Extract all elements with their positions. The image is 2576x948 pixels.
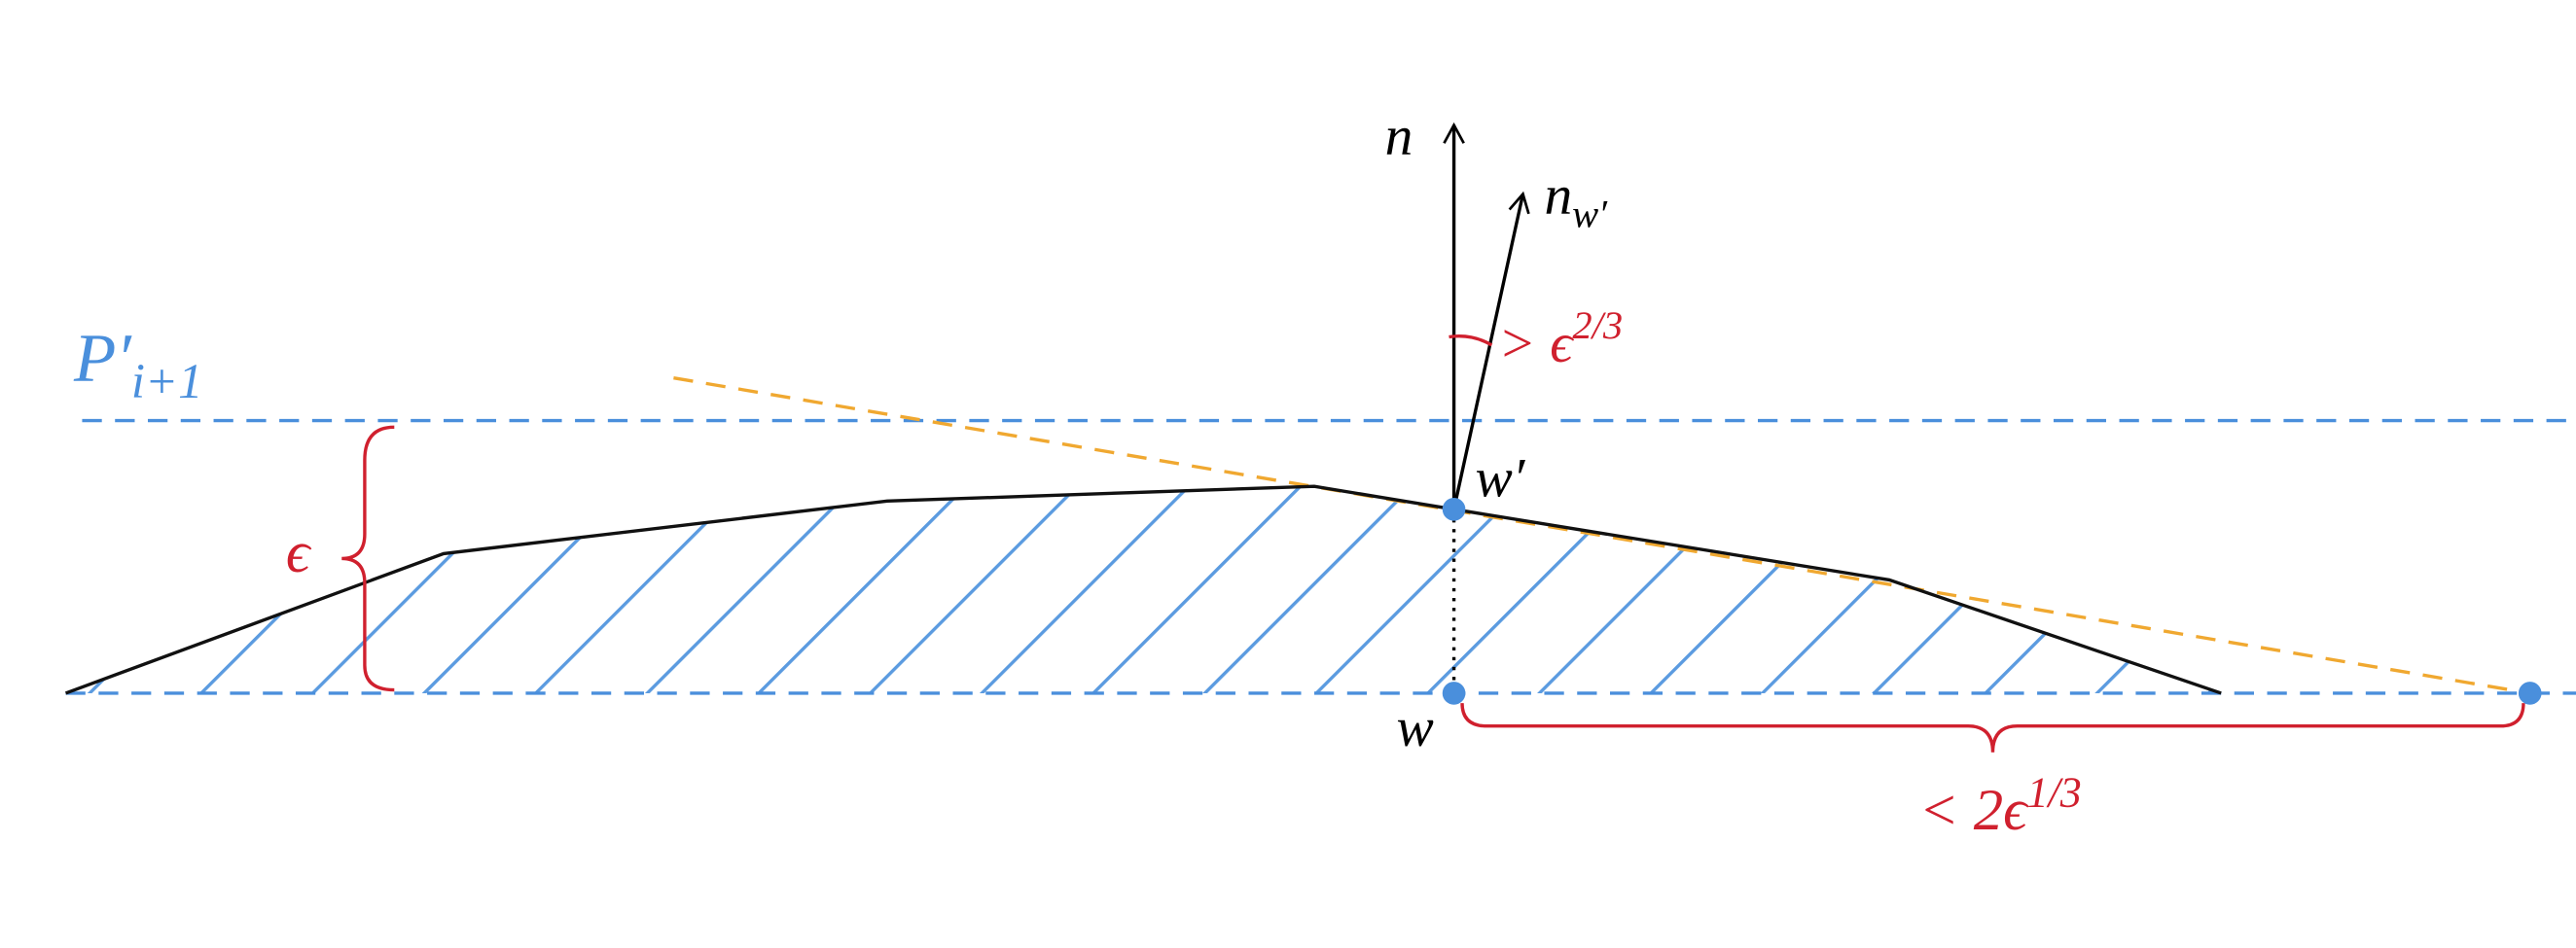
label-plane-sub: i+1 — [131, 354, 203, 408]
label-plane: P′i+1 — [73, 321, 202, 408]
tangent-line — [673, 376, 2530, 695]
label-n: n — [1385, 106, 1413, 167]
label-angle-text: > ϵ — [1498, 313, 1574, 374]
surface — [64, 484, 2222, 695]
label-w: w — [1396, 697, 1433, 758]
label-distance-text: < 2ϵ — [1918, 778, 2029, 843]
hatched-region — [65, 486, 2222, 693]
point-w — [1442, 682, 1466, 705]
label-distance: < 2ϵ1/3 — [1918, 769, 2081, 843]
label-epsilon: ϵ — [286, 520, 312, 585]
label-angle: > ϵ2/3 — [1498, 303, 1623, 374]
label-plane-base: P′ — [73, 321, 132, 397]
angle-arc — [1449, 334, 1493, 347]
point-w-prime — [1442, 497, 1466, 521]
label-n-w-sub: w′ — [1572, 192, 1608, 235]
label-angle-sup: 2/3 — [1572, 303, 1623, 347]
epsilon-brace — [341, 425, 395, 692]
label-distance-sup: 1/3 — [2027, 769, 2082, 816]
label-w-prime: w′ — [1476, 447, 1526, 509]
distance-brace — [1460, 703, 2525, 753]
point-intersection — [2518, 682, 2542, 705]
label-n-w: nw′ — [1544, 165, 1608, 236]
label-n-w-base: n — [1544, 165, 1572, 227]
normal-w-arrow — [1451, 191, 1530, 510]
